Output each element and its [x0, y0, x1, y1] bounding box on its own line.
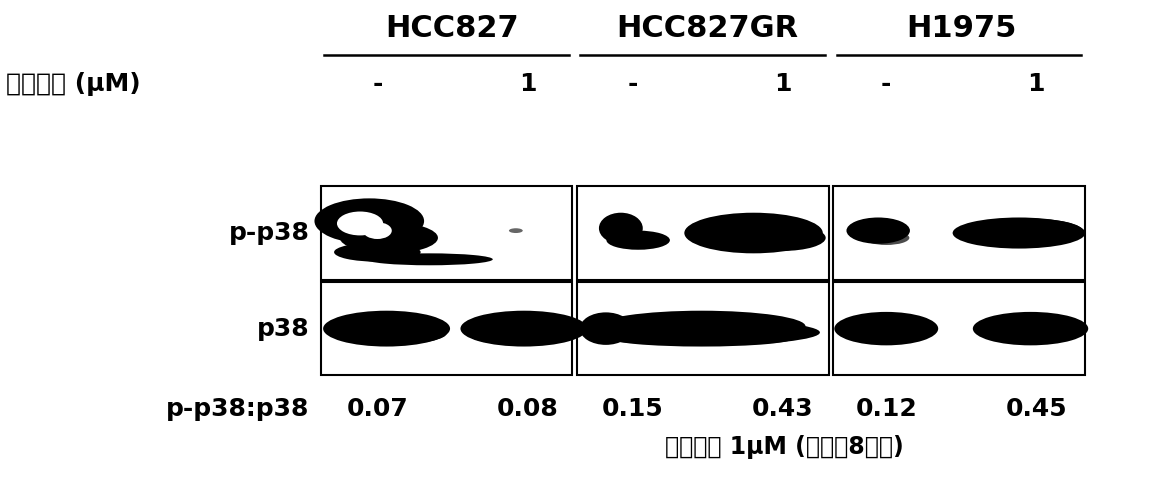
Ellipse shape	[467, 322, 571, 345]
Text: 0.43: 0.43	[751, 397, 814, 421]
Ellipse shape	[599, 213, 643, 244]
Bar	[321, 186, 572, 280]
Ellipse shape	[337, 211, 383, 236]
Bar	[577, 282, 829, 375]
Ellipse shape	[684, 213, 823, 253]
Text: 1: 1	[773, 72, 792, 96]
Bar	[321, 282, 572, 375]
Ellipse shape	[509, 228, 523, 233]
Ellipse shape	[579, 313, 632, 345]
Ellipse shape	[362, 222, 391, 239]
Ellipse shape	[583, 319, 819, 346]
Ellipse shape	[863, 231, 909, 245]
Ellipse shape	[335, 243, 420, 262]
Bar	[833, 186, 1085, 280]
Text: 0.07: 0.07	[346, 397, 409, 421]
Ellipse shape	[323, 311, 450, 347]
Ellipse shape	[337, 211, 383, 236]
Text: 吉非替尼 (μM): 吉非替尼 (μM)	[6, 72, 141, 96]
Text: 0.15: 0.15	[601, 397, 664, 421]
Ellipse shape	[606, 231, 669, 250]
Text: 0.45: 0.45	[1005, 397, 1067, 421]
Ellipse shape	[739, 225, 825, 251]
Text: HCC827GR: HCC827GR	[616, 14, 799, 43]
Text: p38: p38	[256, 316, 309, 341]
Text: -: -	[628, 72, 637, 96]
Ellipse shape	[846, 217, 909, 244]
Ellipse shape	[609, 330, 794, 347]
Ellipse shape	[366, 253, 493, 265]
Ellipse shape	[460, 311, 587, 347]
Text: p-p38:p38: p-p38:p38	[166, 397, 309, 421]
Text: -: -	[882, 72, 891, 96]
Ellipse shape	[343, 323, 447, 344]
Text: H1975: H1975	[906, 14, 1017, 43]
Ellipse shape	[979, 219, 1082, 243]
Text: p-p38: p-p38	[228, 221, 309, 245]
Text: 1: 1	[518, 72, 537, 96]
Bar	[577, 186, 829, 280]
Ellipse shape	[339, 222, 439, 253]
Text: 吉非替尼 1μM (加药后8小时): 吉非替尼 1μM (加药后8小时)	[666, 435, 904, 459]
Ellipse shape	[598, 311, 805, 342]
Text: -: -	[373, 72, 382, 96]
Ellipse shape	[314, 198, 425, 244]
Text: 0.08: 0.08	[496, 397, 559, 421]
Ellipse shape	[973, 312, 1088, 345]
Text: HCC827: HCC827	[385, 14, 519, 43]
Ellipse shape	[834, 312, 938, 345]
Ellipse shape	[952, 217, 1085, 249]
Text: 0.12: 0.12	[855, 397, 917, 421]
Text: 1: 1	[1027, 72, 1046, 96]
Bar	[833, 282, 1085, 375]
